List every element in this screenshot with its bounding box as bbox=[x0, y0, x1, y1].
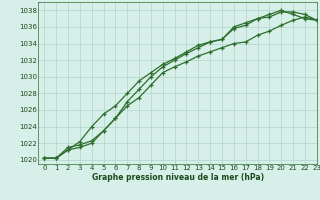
X-axis label: Graphe pression niveau de la mer (hPa): Graphe pression niveau de la mer (hPa) bbox=[92, 173, 264, 182]
